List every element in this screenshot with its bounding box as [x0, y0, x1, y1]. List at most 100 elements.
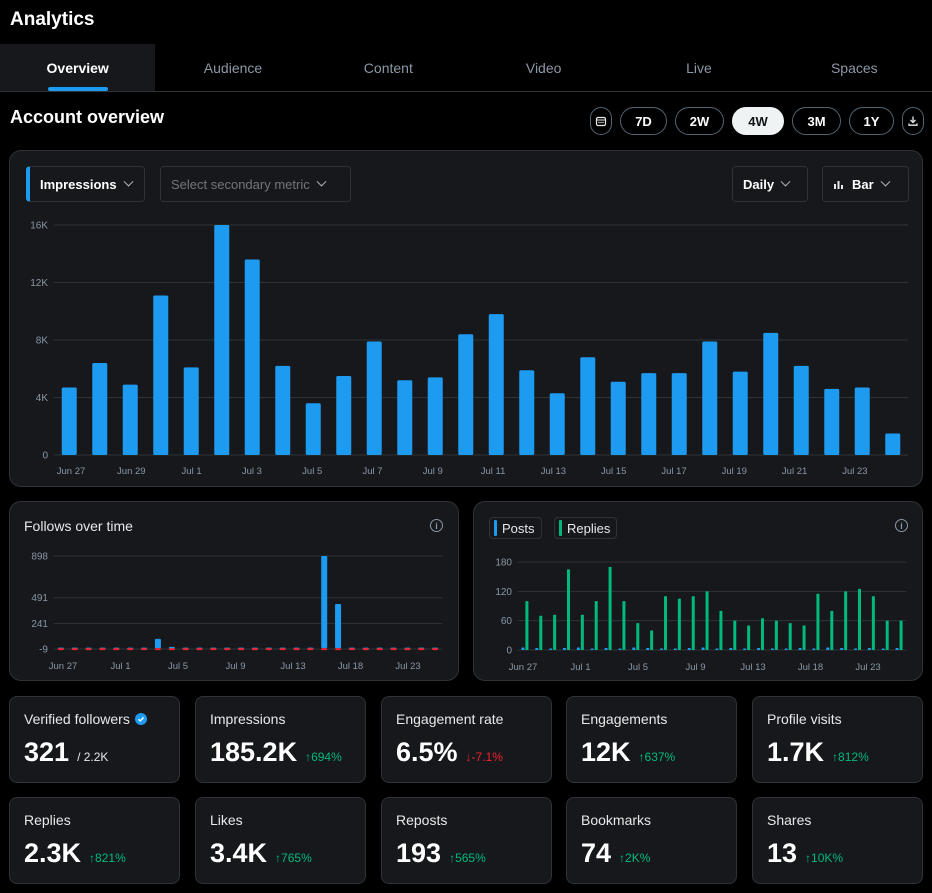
chevron-down-icon [123, 176, 134, 187]
y-tick-label: 120 [495, 587, 512, 598]
chevron-down-icon [316, 176, 327, 187]
secondary-metric-select[interactable]: Select secondary metric [160, 166, 351, 202]
bar-impressions [824, 388, 840, 455]
arrow-up-icon: ↑ [638, 750, 645, 764]
stat-card-reposts[interactable]: Reposts 193 ↑565% [381, 797, 552, 884]
stat-label: Replies [24, 812, 71, 828]
info-icon[interactable]: i [895, 519, 908, 532]
download-button[interactable] [902, 107, 924, 135]
bar-impressions [641, 373, 657, 455]
range-3m-button[interactable]: 3M [792, 107, 841, 135]
stat-card-engagements[interactable]: Engagements 12K ↑637% [566, 696, 737, 783]
bar-replies [636, 623, 640, 650]
bar-series0 [321, 556, 328, 649]
bar-posts [798, 648, 802, 650]
download-icon [908, 116, 918, 126]
range-2w-button[interactable]: 2W [675, 107, 724, 135]
stat-value: 2.3K [24, 838, 82, 868]
x-tick-label: Jul 18 [338, 661, 363, 672]
bar-series1 [390, 648, 397, 651]
bar-impressions [610, 381, 626, 455]
bar-posts [743, 648, 747, 650]
tab-audience[interactable]: Audience [203, 59, 263, 76]
bar-posts [826, 647, 830, 650]
y-tick-label: 180 [495, 558, 512, 569]
bar-posts [867, 648, 871, 650]
bar-replies [622, 601, 626, 650]
stat-value: 13 [767, 838, 798, 868]
bar-posts [590, 648, 594, 650]
stat-card-profile-visits[interactable]: Profile visits 1.7K ↑812% [752, 696, 923, 783]
bar-posts [840, 648, 844, 650]
tab-spaces[interactable]: Spaces [830, 59, 878, 76]
bar-series1 [57, 648, 64, 651]
bar-posts [535, 648, 539, 650]
x-tick-label: Jul 21 [782, 466, 807, 477]
legend-posts[interactable]: Posts [489, 517, 542, 539]
bar-replies [885, 620, 889, 650]
bar-replies [871, 596, 875, 650]
x-tick-label: Jul 9 [685, 662, 705, 673]
bar-impressions [763, 332, 779, 455]
stat-card-bookmarks[interactable]: Bookmarks 74 ↑2K% [566, 797, 737, 884]
stat-value: 1.7K [767, 737, 825, 767]
bar-series1 [376, 648, 383, 651]
arrow-up-icon: ↑ [305, 750, 312, 764]
stat-card-replies[interactable]: Replies 2.3K ↑821% [9, 797, 180, 884]
granularity-select[interactable]: Daily [732, 166, 808, 202]
range-7d-button[interactable]: 7D [620, 107, 667, 135]
bar-series1 [113, 648, 120, 651]
bar-replies [747, 625, 751, 650]
arrow-up-icon: ↑ [805, 851, 812, 865]
bar-series1 [238, 648, 245, 651]
x-tick-label: Jul 9 [225, 661, 245, 672]
bar-impressions [153, 295, 169, 455]
stat-card-verified-followers[interactable]: Verified followers 321 / 2.2K [9, 696, 180, 783]
bar-series1 [251, 648, 258, 651]
tab-content[interactable]: Content [363, 59, 413, 76]
bar-replies [525, 601, 529, 650]
primary-metric-select[interactable]: Impressions [26, 166, 145, 202]
date-range-selector: 7D 2W 4W 3M 1Y [590, 107, 924, 135]
stat-value: 193 [396, 838, 442, 868]
stat-label: Shares [767, 812, 812, 828]
range-4w-button[interactable]: 4W [732, 107, 784, 135]
stat-card-impressions[interactable]: Impressions 185.2K ↑694% [195, 696, 366, 783]
stat-card-shares[interactable]: Shares 13 ↑10K% [752, 797, 923, 884]
chart-type-select[interactable]: Bar [822, 166, 909, 202]
tab-overview[interactable]: Overview [0, 44, 156, 91]
bar-replies [899, 620, 903, 650]
bar-series1 [279, 648, 286, 651]
calendar-button[interactable] [590, 107, 612, 135]
info-icon[interactable]: i [430, 519, 443, 532]
range-1y-button[interactable]: 1Y [849, 107, 894, 135]
section-title: Account overview [10, 107, 165, 127]
stat-change: 565% [455, 851, 486, 865]
bar-series1 [127, 648, 134, 651]
bar-impressions [519, 370, 535, 455]
legend-replies-label: Replies [567, 520, 611, 536]
stat-label: Likes [210, 812, 243, 828]
stat-value: 185.2K [210, 737, 298, 767]
stat-card-likes[interactable]: Likes 3.4K ↑765% [195, 797, 366, 884]
bar-posts [895, 648, 899, 650]
bar-series1 [99, 648, 106, 651]
secondary-metric-placeholder: Select secondary metric [171, 176, 310, 192]
legend-replies[interactable]: Replies [554, 517, 618, 539]
stat-total: / 2.2K [77, 750, 109, 764]
tab-video[interactable]: Video [525, 59, 562, 76]
x-tick-label: Jul 13 [740, 662, 765, 673]
bar-series1 [348, 648, 355, 651]
bar-replies [705, 591, 709, 650]
stat-card-engagement-rate[interactable]: Engagement rate 6.5% ↓-7.1% [381, 696, 552, 783]
bar-posts [701, 647, 705, 650]
bar-replies [539, 615, 543, 650]
chevron-down-icon [780, 176, 791, 187]
bar-series1 [335, 648, 342, 651]
bar-replies [691, 596, 695, 650]
impressions-chart-card: Impressions Select secondary metric Dail… [9, 150, 923, 487]
arrow-up-icon: ↑ [89, 851, 96, 865]
bar-replies [594, 601, 598, 650]
bar-impressions [549, 393, 565, 455]
tab-live[interactable]: Live [686, 59, 712, 76]
